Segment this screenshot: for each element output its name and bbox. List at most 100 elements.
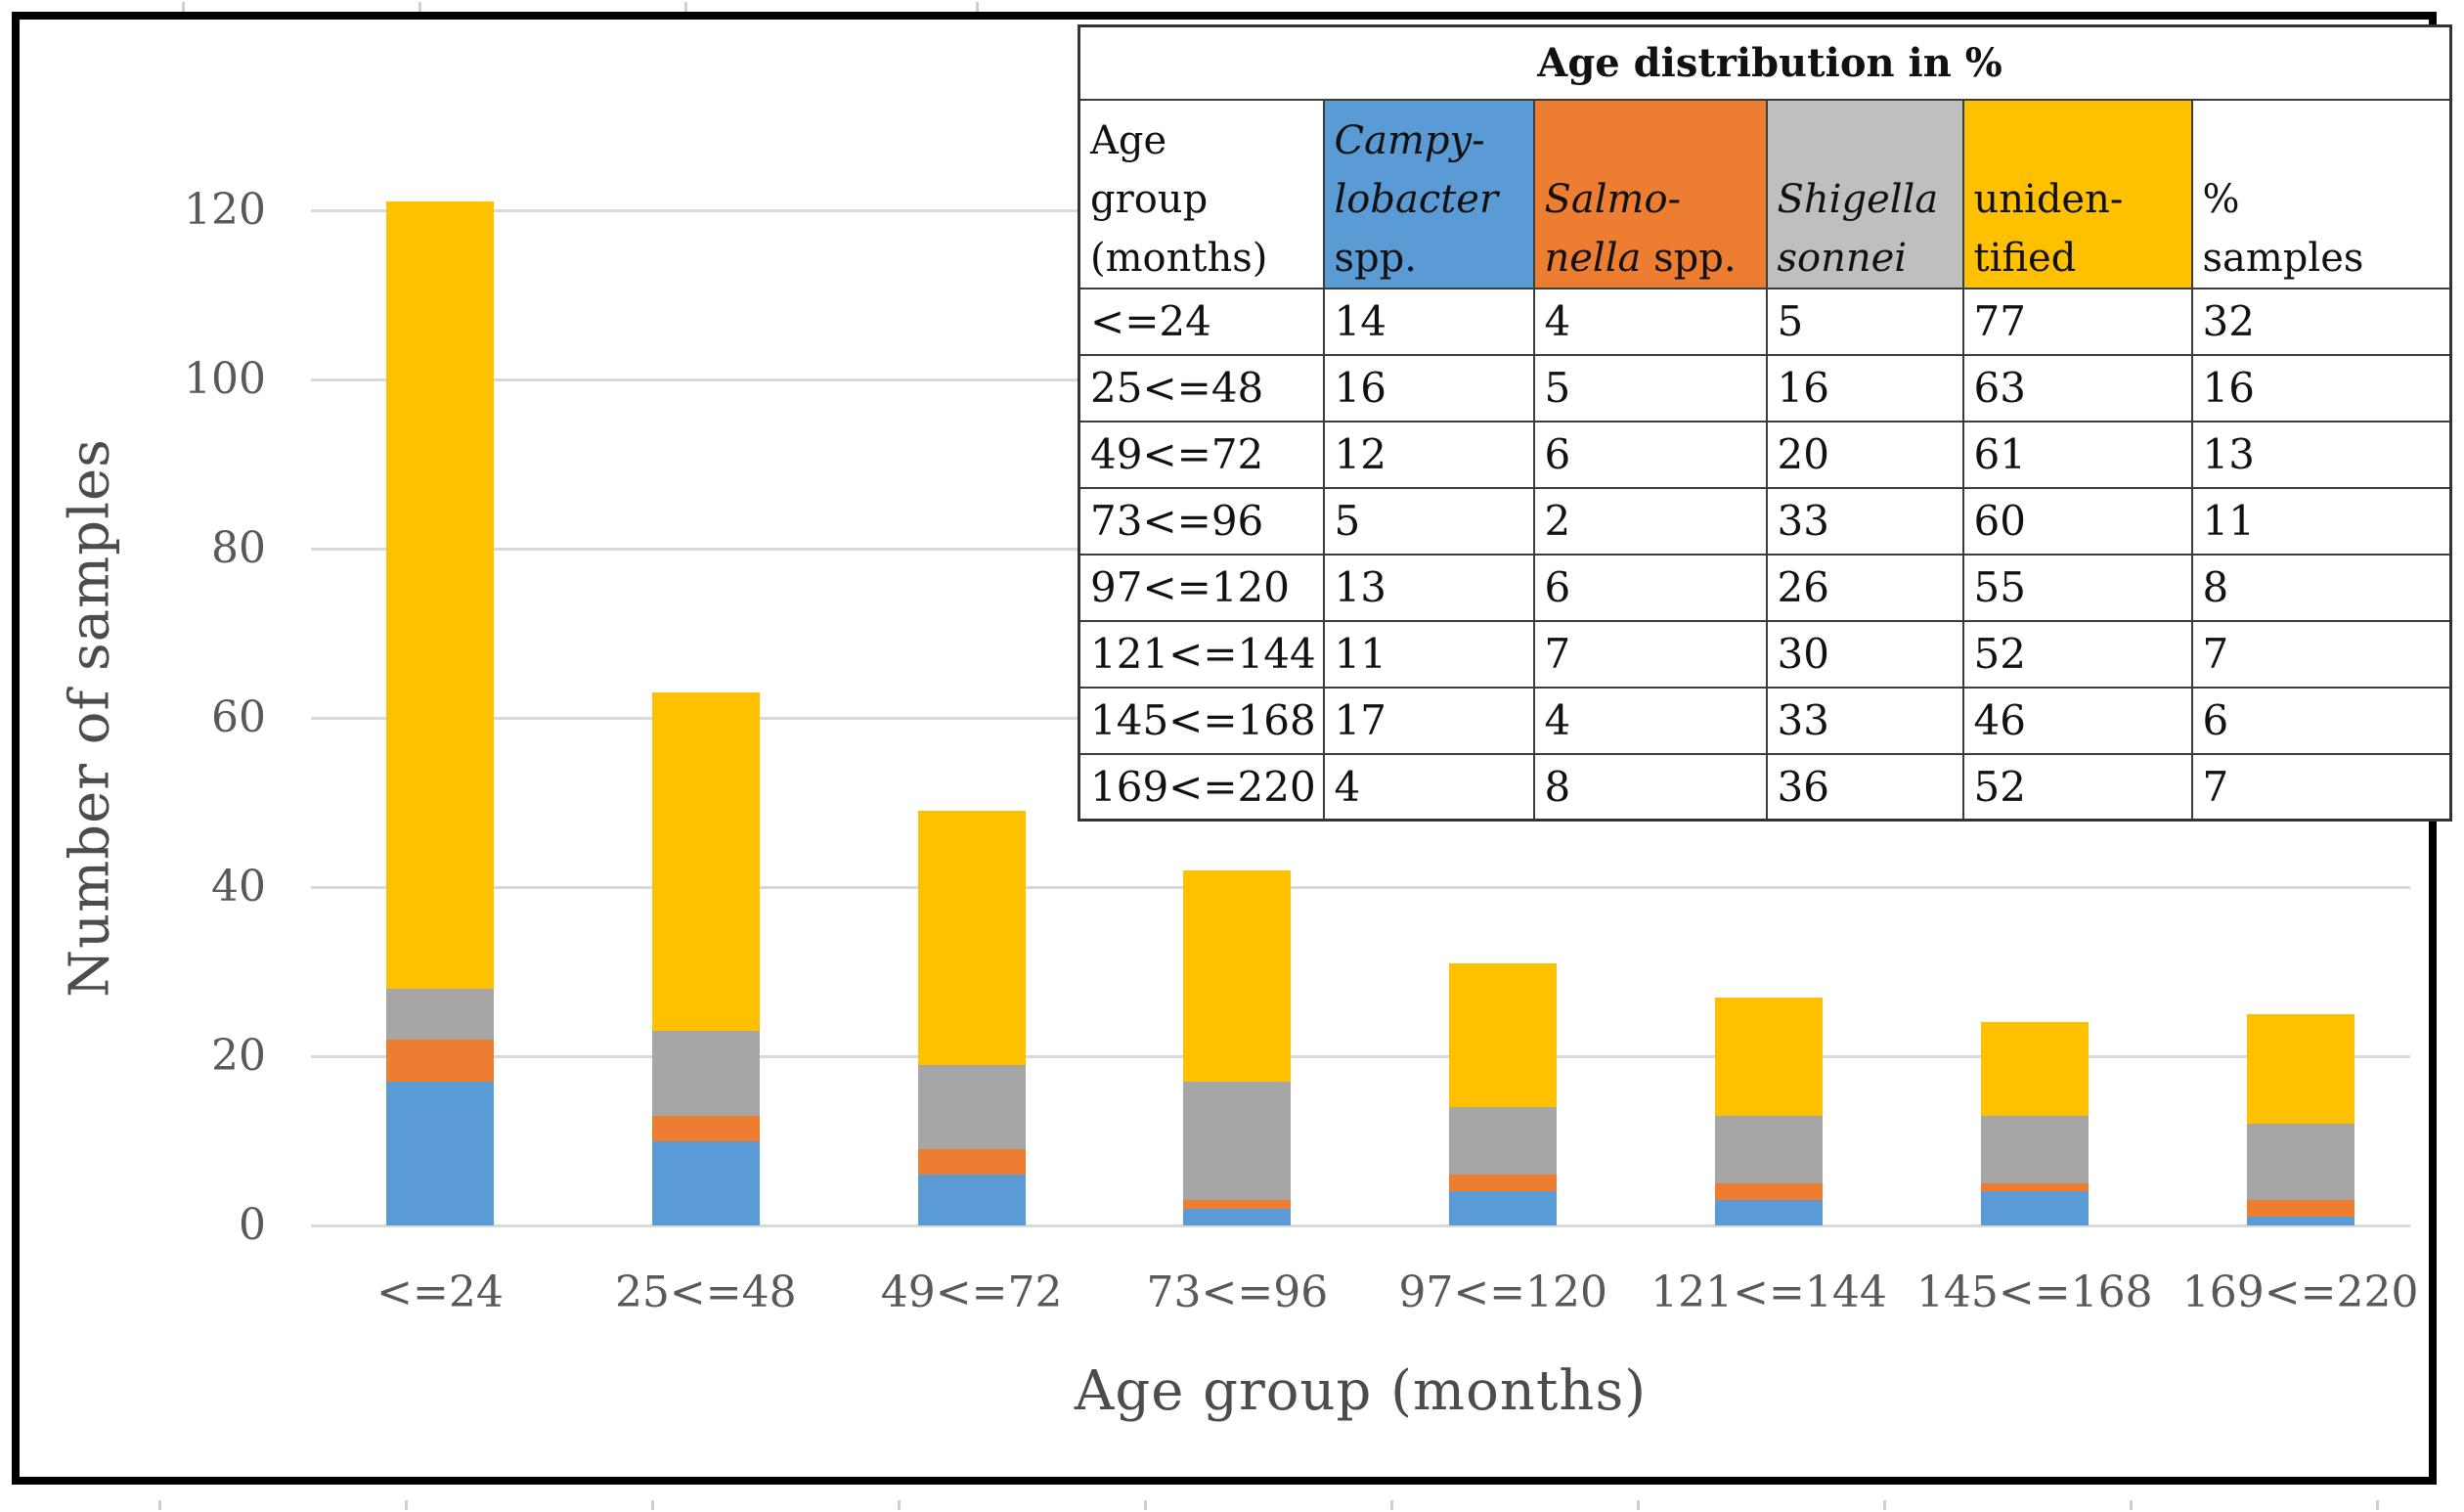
bar-segment-shigella (917, 1064, 1026, 1150)
table-cell-value: 63 (1961, 353, 2193, 422)
table-row-25<=48: 25<=48 16 5 16 63 16 (1078, 353, 2452, 422)
table-cell-value: 16 (1765, 353, 1964, 422)
table-cell-value: 4 (1532, 287, 1768, 356)
table-cell-value: 11 (1322, 619, 1535, 689)
table-cell-value: 55 (1961, 553, 2193, 622)
bar-segment-salmonella (386, 1039, 494, 1082)
y-tick-label-80: 80 (211, 523, 266, 573)
table-cell-value: 33 (1765, 686, 1964, 755)
bar-segment-shigella (2246, 1124, 2354, 1201)
bottom-edge-tick (2130, 1500, 2133, 1510)
bar-segment-salmonella (1715, 1182, 1823, 1201)
table-cell-value: 11 (2190, 486, 2452, 556)
top-edge-tick (182, 2, 185, 12)
table-cell-value: 5 (1765, 287, 1964, 356)
table-cell-value: 4 (1532, 686, 1768, 755)
bar-segment-campylobacter (1715, 1200, 1823, 1225)
y-tick-label-100: 100 (184, 354, 266, 404)
table-cell-age-group: 25<=48 (1078, 353, 1325, 422)
table-cell-value: 16 (2190, 353, 2452, 422)
table-cell-value: 8 (2190, 553, 2452, 622)
bar-segment-campylobacter (1183, 1208, 1292, 1225)
bar-segment-campylobacter (1449, 1191, 1558, 1225)
table-cell-value: 6 (1532, 553, 1768, 622)
table-header-cell-3: Shigella sonnei (1765, 98, 1964, 289)
bottom-edge-tick (158, 1500, 161, 1510)
x-tick-label-<=24: <=24 (376, 1267, 504, 1317)
y-tick-label-120: 120 (184, 185, 266, 235)
y-tick-label-40: 40 (211, 862, 266, 912)
table-header-cell-2: Salmo-nella spp. (1532, 98, 1768, 289)
table-cell-value: 6 (1532, 420, 1768, 489)
x-tick-label-97<=120: 97<=120 (1398, 1267, 1608, 1317)
bottom-edge-tick (1883, 1500, 1886, 1510)
bar-segment-unidentified (2246, 1013, 2354, 1125)
y-gridline-40 (311, 885, 2410, 889)
table-cell-value: 12 (1322, 420, 1535, 489)
bar-segment-salmonella (1449, 1175, 1558, 1192)
bar-segment-shigella (1715, 1115, 1823, 1183)
table-row-145<=168: 145<=168 17 4 33 46 6 (1078, 686, 2452, 755)
bar-segment-unidentified (1980, 1022, 2089, 1116)
table-cell-value: 7 (1532, 619, 1768, 689)
top-edge-tick (976, 2, 979, 12)
bar-segment-shigella (651, 1031, 760, 1116)
table-cell-age-group: 169<=220 (1078, 752, 1325, 822)
bottom-edge-tick (1144, 1500, 1147, 1510)
bar-segment-campylobacter (1980, 1191, 2089, 1225)
table-cell-value: 30 (1765, 619, 1964, 689)
bar-segment-salmonella (1980, 1182, 2089, 1192)
x-tick-label-25<=48: 25<=48 (614, 1267, 797, 1317)
bar-segment-salmonella (1183, 1200, 1292, 1209)
bar-segment-salmonella (651, 1115, 760, 1141)
bottom-edge-tick (898, 1500, 901, 1510)
table-cell-value: 26 (1765, 553, 1964, 622)
bar-segment-unidentified (917, 811, 1026, 1065)
bar-segment-salmonella (917, 1149, 1026, 1176)
bar-segment-campylobacter (651, 1140, 760, 1225)
table-cell-value: 77 (1961, 287, 2193, 356)
table-cell-value: 52 (1961, 619, 2193, 689)
bottom-edge-tick (2376, 1500, 2379, 1510)
bar-segment-unidentified (1449, 962, 1558, 1107)
table-cell-value: 8 (1532, 752, 1768, 822)
y-tick-label-60: 60 (211, 692, 266, 742)
bar-segment-shigella (1183, 1082, 1292, 1201)
table-cell-value: 16 (1322, 353, 1535, 422)
table-cell-value: 4 (1322, 752, 1535, 822)
bottom-edge-tick (1637, 1500, 1640, 1510)
bar-segment-campylobacter (917, 1175, 1026, 1225)
table-header-cell-5: % samples (2190, 98, 2452, 289)
bar-segment-unidentified (386, 201, 494, 989)
table-cell-value: 32 (2190, 287, 2452, 356)
bottom-edge-tick (1390, 1500, 1393, 1510)
table-title: Age distribution in % (1078, 24, 2452, 101)
table-row-<=24: <=24 14 4 5 77 32 (1078, 287, 2452, 356)
x-tick-label-145<=168: 145<=168 (1915, 1267, 2153, 1317)
top-edge-tick (418, 2, 421, 12)
table-header-cell-4: uniden-tified (1961, 98, 2193, 289)
table-cell-value: 46 (1961, 686, 2193, 755)
x-tick-label-73<=96: 73<=96 (1146, 1267, 1329, 1317)
x-tick-label-121<=144: 121<=144 (1650, 1267, 1887, 1317)
bar-segment-salmonella (2246, 1200, 2354, 1218)
table-row-121<=144: 121<=144 11 7 30 52 7 (1078, 619, 2452, 689)
table-cell-value: 5 (1322, 486, 1535, 556)
table-cell-value: 17 (1322, 686, 1535, 755)
table-cell-value: 60 (1961, 486, 2193, 556)
bar-segment-unidentified (1715, 997, 1823, 1116)
table-cell-age-group: 49<=72 (1078, 420, 1325, 489)
x-tick-label-49<=72: 49<=72 (880, 1267, 1063, 1317)
x-axis-title: Age group (months) (1074, 1359, 1648, 1423)
table-cell-age-group: 73<=96 (1078, 486, 1325, 556)
bar-segment-shigella (1980, 1115, 2089, 1183)
table-row-97<=120: 97<=120 13 6 26 55 8 (1078, 553, 2452, 622)
table-cell-value: 2 (1532, 486, 1768, 556)
table-cell-value: 13 (2190, 420, 2452, 489)
bar-segment-shigella (1449, 1106, 1558, 1176)
y-gridline-0 (311, 1223, 2410, 1227)
table-cell-value: 14 (1322, 287, 1535, 356)
bar-segment-unidentified (651, 692, 760, 1031)
table-row-49<=72: 49<=72 12 6 20 61 13 (1078, 420, 2452, 489)
